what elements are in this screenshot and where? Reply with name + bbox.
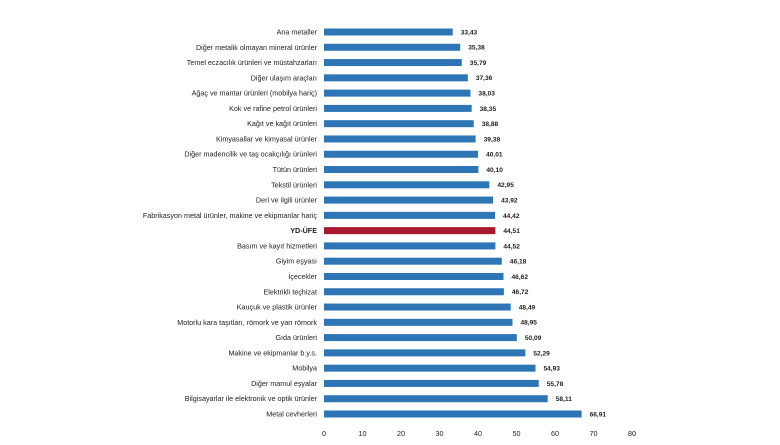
x-tick-label: 50 — [513, 429, 521, 438]
data-label: 46,72 — [512, 289, 529, 296]
data-label: 40,01 — [486, 152, 503, 159]
category-label: Temel eczacılık ürünleri ve müstahzarlar… — [187, 58, 317, 67]
bar — [324, 349, 526, 357]
category-label: Tekstil ürünleri — [271, 180, 317, 189]
bar — [324, 181, 490, 189]
bar — [324, 196, 494, 204]
category-label: Tütün ürünleri — [273, 165, 318, 174]
data-label: 39,38 — [484, 136, 501, 143]
data-label: 44,52 — [503, 243, 520, 250]
category-label: YD-ÜFE — [290, 226, 317, 235]
category-label: Gıda ürünleri — [275, 333, 317, 342]
bar — [324, 242, 496, 250]
category-label: Deri ve ilgili ürünler — [256, 196, 318, 205]
bar — [324, 59, 462, 67]
x-tick-label: 40 — [474, 429, 482, 438]
data-label: 54,93 — [543, 366, 560, 373]
category-label: Diğer mamul eşyalar — [251, 379, 318, 388]
x-tick-label: 20 — [397, 429, 405, 438]
category-label: Kok ve rafine petrol ürünleri — [229, 104, 317, 113]
bar — [324, 334, 517, 342]
data-label: 33,43 — [461, 29, 478, 36]
bar — [324, 364, 536, 372]
x-tick-label: 10 — [359, 429, 367, 438]
bar — [324, 211, 496, 219]
x-tick-label: 0 — [322, 429, 326, 438]
x-tick-label: 80 — [628, 429, 636, 438]
data-label: 46,18 — [510, 259, 527, 266]
data-label: 44,42 — [503, 213, 520, 220]
data-label: 37,36 — [476, 75, 493, 82]
category-label: Ana metaller — [277, 28, 318, 37]
bar — [324, 120, 474, 128]
data-label: 46,62 — [511, 274, 528, 281]
bar — [324, 257, 502, 265]
data-label: 35,79 — [470, 60, 487, 67]
bar — [324, 104, 472, 112]
data-label: 35,38 — [468, 45, 485, 52]
data-label: 48,49 — [519, 304, 536, 311]
bar — [324, 135, 476, 143]
category-label: Basım ve kayıt hizmetleri — [237, 241, 317, 250]
category-label: Diğer metalik olmayan mineral ürünler — [196, 43, 318, 52]
bar-highlight — [324, 227, 496, 235]
bar — [324, 166, 479, 174]
x-axis: 0 10 20 30 40 50 60 70 80 — [322, 429, 636, 438]
x-tick-label: 60 — [551, 429, 559, 438]
bar — [324, 318, 513, 326]
category-label: Ağaç ve mantar ürünleri (mobilya hariç) — [192, 89, 317, 98]
category-label: Giyim eşyası — [276, 257, 317, 266]
x-tick-label: 70 — [590, 429, 598, 438]
data-label: 50,09 — [525, 335, 542, 342]
category-label: Makine ve ekipmanlar b.y.s. — [228, 348, 317, 357]
bar — [324, 379, 539, 387]
data-label: 58,11 — [556, 396, 572, 403]
bar — [324, 74, 468, 82]
data-label: 38,35 — [480, 106, 497, 113]
data-label: 48,95 — [520, 320, 537, 327]
data-label: 43,92 — [501, 197, 518, 204]
category-label: Motorlu kara taşıtları, römork ve yarı r… — [177, 318, 317, 327]
category-label: Metal cevherleri — [266, 410, 317, 419]
category-label: Diğer ulaşım araçları — [251, 73, 317, 82]
value-labels: 33,43 35,38 35,79 37,36 38,03 38,35 38,88 39,38… — [461, 29, 607, 418]
category-label: Fabrikasyon metal ürünler, makine ve eki… — [143, 211, 318, 220]
category-label: Mobilya — [292, 364, 317, 373]
category-label: Kauçuk ve plastik ürünler — [237, 303, 318, 312]
bar — [324, 43, 461, 51]
data-label: 44,51 — [503, 228, 520, 235]
bar — [324, 28, 453, 36]
data-label: 38,88 — [482, 121, 499, 128]
bar — [324, 395, 548, 403]
data-label: 52,29 — [533, 350, 550, 357]
bars-layer — [324, 28, 582, 418]
category-label: Kağıt ve kağıt ürünleri — [247, 119, 317, 128]
category-label: Kimyasallar ve kimyasal ürünler — [216, 134, 318, 143]
category-labels: Ana metaller Diğer metalik olmayan minera… — [143, 28, 318, 419]
bar — [324, 288, 504, 296]
category-label: İçecekler — [288, 272, 317, 281]
bar — [324, 410, 582, 418]
data-label: 40,10 — [486, 167, 503, 174]
category-label: Elektrikli teçhizat — [263, 287, 317, 296]
bar — [324, 150, 479, 158]
category-label: Diğer madencilik ve taş ocakçılığı ürünl… — [184, 150, 317, 159]
bar — [324, 272, 504, 280]
x-tick-label: 30 — [436, 429, 444, 438]
category-label: Bilgisayarlar ile elektronik ve optik ür… — [185, 394, 318, 403]
data-label: 42,95 — [497, 182, 514, 189]
bar — [324, 303, 511, 311]
data-label: 66,91 — [590, 411, 607, 418]
bar — [324, 89, 471, 97]
data-label: 38,03 — [478, 91, 495, 98]
data-label: 55,78 — [547, 381, 564, 388]
